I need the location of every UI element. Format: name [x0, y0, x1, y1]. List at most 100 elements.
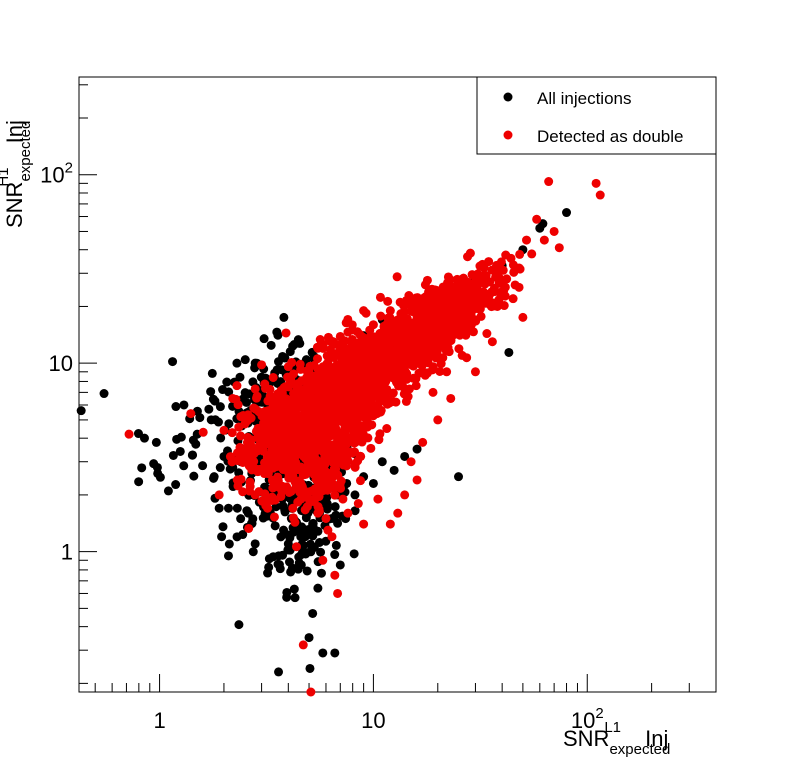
detected-as-double-point	[277, 385, 287, 395]
detected-as-double-point	[290, 389, 300, 399]
detected-as-double-point	[443, 272, 453, 282]
detected-as-double-point	[353, 499, 363, 509]
detected-as-double-point	[390, 336, 400, 346]
all-injections-point	[400, 451, 410, 461]
detected-as-double-point	[352, 387, 362, 397]
detected-as-double-point	[393, 508, 403, 518]
detected-as-double-point	[482, 329, 492, 339]
detected-as-double-point	[265, 384, 275, 394]
detected-as-double-point	[367, 358, 377, 368]
detected-as-double-point	[267, 434, 277, 444]
detected-as-double-point	[288, 503, 298, 513]
detected-as-double-point	[302, 406, 312, 416]
detected-as-double-point	[298, 486, 308, 496]
detected-as-double-point	[343, 508, 353, 518]
detected-as-double-point	[385, 362, 395, 372]
detected-as-double-point	[339, 460, 349, 470]
detected-as-double-point	[444, 347, 454, 357]
detected-as-double-point	[288, 454, 298, 464]
all-injections-point	[330, 550, 340, 560]
all-injections-point	[224, 539, 234, 549]
all-injections-point	[274, 667, 284, 677]
detected-as-double-point	[364, 382, 374, 392]
detected-as-double-point	[314, 464, 324, 474]
all-injections-point	[350, 490, 360, 500]
all-injections-point	[219, 451, 229, 461]
x-tick-label: 102	[571, 705, 604, 733]
all-injections-point	[189, 471, 199, 481]
detected-as-double-point	[376, 361, 386, 371]
all-injections-point	[206, 387, 216, 397]
detected-as-double-point	[385, 519, 395, 529]
detected-as-double-point	[514, 263, 524, 273]
all-injections-point	[179, 461, 189, 471]
detected-as-double-point	[291, 398, 301, 408]
detected-as-double-point	[308, 371, 318, 381]
detected-as-double-point	[265, 391, 275, 401]
all-injections-point	[207, 368, 217, 378]
detected-as-double-point	[299, 463, 309, 473]
all-injections-point	[349, 549, 359, 559]
all-injections-point	[214, 503, 224, 513]
detected-as-double-point	[485, 277, 495, 287]
all-injections-point	[163, 486, 173, 496]
detected-as-double-point	[383, 296, 393, 306]
detected-as-double-point	[360, 336, 370, 346]
detected-as-double-point	[418, 335, 428, 345]
detected-as-double-point	[269, 512, 279, 522]
all-injections-point	[284, 557, 294, 567]
all-injections-point	[282, 592, 292, 602]
detected-as-double-point	[420, 370, 430, 380]
detected-as-double-point	[433, 415, 443, 425]
detected-as-double-point	[304, 494, 314, 504]
detected-as-double-point	[283, 372, 293, 382]
detected-as-double-point	[355, 476, 365, 486]
all-injections-point	[293, 335, 303, 345]
detected-as-double-point	[284, 487, 294, 497]
detected-as-double-point	[477, 259, 487, 269]
detected-as-double-point	[436, 359, 446, 369]
detected-as-double-point	[263, 503, 273, 513]
detected-as-double-point	[487, 337, 497, 347]
detected-as-double-point	[351, 408, 361, 418]
all-injections-point	[134, 477, 144, 487]
detected-as-double-point	[235, 442, 245, 452]
detected-as-double-point	[250, 384, 260, 394]
detected-as-double-point	[497, 287, 507, 297]
detected-as-double-point	[420, 280, 430, 290]
detected-as-double-point	[412, 475, 422, 485]
all-injections-point	[263, 568, 273, 578]
detected-as-double-point	[336, 440, 346, 450]
detected-as-double-point	[527, 249, 537, 259]
detected-as-double-point	[452, 274, 462, 284]
detected-as-double-point	[280, 447, 290, 457]
all-injections-point	[562, 208, 572, 218]
detected-as-double-point	[394, 355, 404, 365]
all-injections-point	[209, 472, 219, 482]
detected-as-double-point	[250, 490, 260, 500]
all-injections-point	[292, 525, 302, 535]
detected-as-double-point	[479, 297, 489, 307]
detected-as-double-point	[532, 214, 542, 224]
all-injections-point	[368, 478, 378, 488]
detected-as-double-point	[333, 588, 343, 598]
all-injections-point	[218, 385, 228, 395]
detected-as-double-point	[359, 362, 369, 372]
detected-as-double-point	[324, 474, 334, 484]
detected-as-double-point	[306, 687, 316, 697]
tick-labels: 1 10 102 1 10 102	[40, 160, 603, 733]
detected-as-double-point	[430, 285, 440, 295]
all-injections-point	[304, 633, 314, 643]
detected-as-double-point	[384, 398, 394, 408]
all-injections-point	[232, 358, 242, 368]
all-injections-point	[300, 532, 310, 542]
detected-as-double-point	[320, 413, 330, 423]
detected-as-double-point	[432, 327, 442, 337]
all-injections-point	[318, 648, 328, 658]
detected-as-double-point	[287, 357, 297, 367]
detected-as-double-point	[402, 374, 412, 384]
detected-as-double-point	[335, 399, 345, 409]
detected-as-double-point	[338, 494, 348, 504]
detected-as-double-point	[343, 404, 353, 414]
detected-as-double-point	[339, 418, 349, 428]
